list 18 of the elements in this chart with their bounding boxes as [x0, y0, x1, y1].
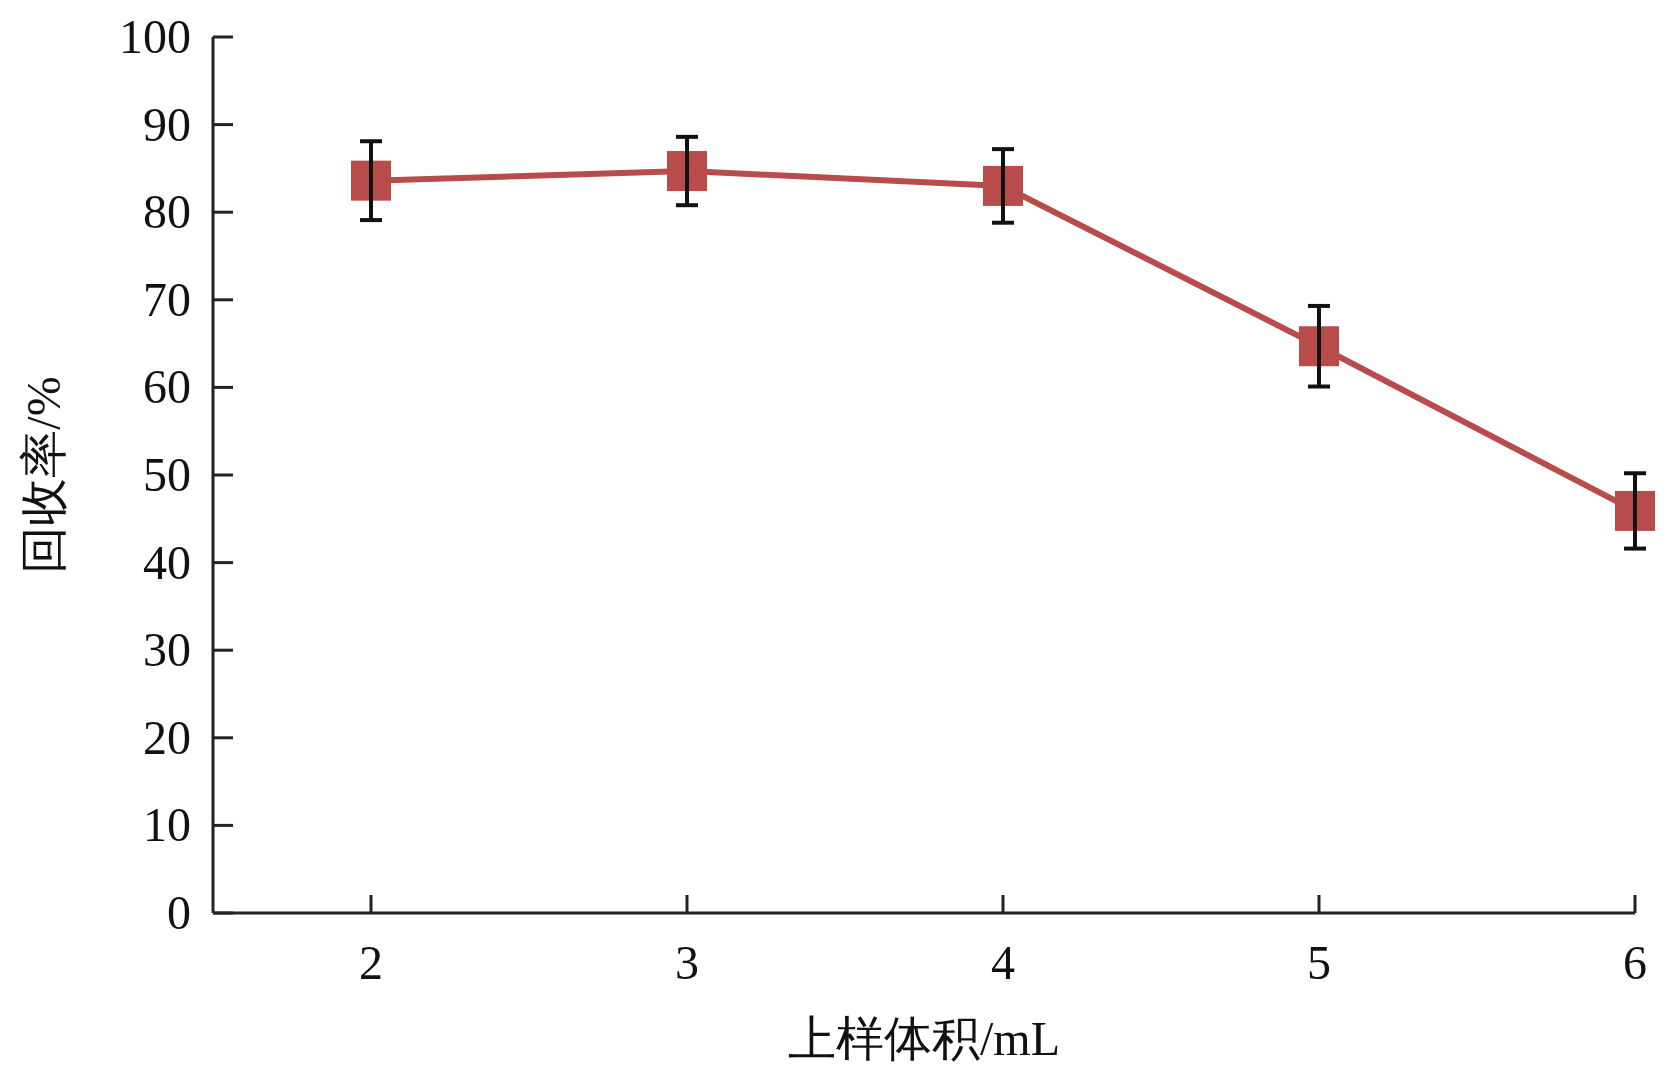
- y-tick-label: 90: [143, 97, 191, 151]
- x-axis-title: 上样体积/mL: [788, 1012, 1060, 1065]
- y-tick-label: 60: [143, 360, 191, 414]
- y-tick-label: 70: [143, 272, 191, 326]
- x-tick-label: 2: [359, 936, 383, 989]
- y-tick-label: 100: [119, 10, 191, 63]
- y-axis-title: 回收率/%: [17, 376, 70, 574]
- y-tick-label: 80: [143, 185, 191, 239]
- x-tick-label: 6: [1623, 936, 1647, 989]
- y-tick-label: 50: [143, 448, 191, 501]
- y-tick-label: 0: [167, 886, 191, 939]
- y-tick-label: 20: [143, 710, 191, 764]
- x-tick-label: 3: [675, 936, 699, 989]
- y-tick-label: 30: [143, 623, 191, 677]
- x-tick-label: 4: [991, 936, 1015, 989]
- x-tick-label: 5: [1307, 936, 1331, 989]
- y-tick-label: 10: [143, 798, 191, 852]
- y-tick-label: 40: [143, 535, 191, 589]
